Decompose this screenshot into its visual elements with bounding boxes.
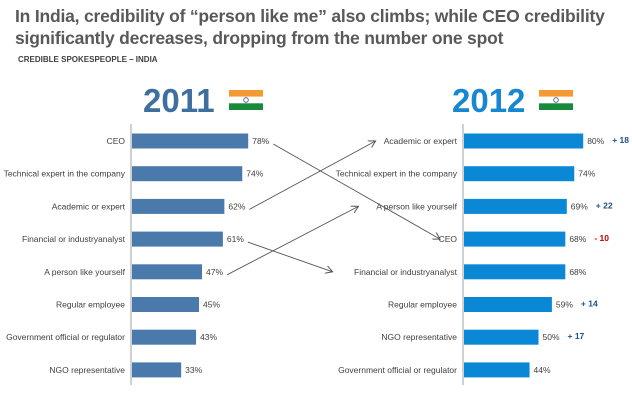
value-label: 62% — [228, 201, 245, 211]
change-label: + 14 — [581, 299, 598, 309]
category-label: CEO — [107, 136, 126, 146]
category-label: Technical expert in the company — [4, 169, 126, 179]
year-2011-heading: 2011 — [143, 82, 215, 119]
category-label: A person like yourself — [376, 201, 457, 211]
value-label: 59% — [556, 300, 573, 310]
category-label: Financial or industryanalyst — [354, 267, 458, 277]
bar — [464, 264, 566, 280]
value-label: 74% — [578, 169, 595, 179]
bar — [132, 362, 182, 378]
category-label: Academic or expert — [384, 136, 458, 146]
slide-title: In India, credibility of “person like me… — [15, 6, 605, 48]
value-label: 80% — [587, 136, 604, 146]
rank-change-arrow — [272, 143, 440, 239]
value-label: 61% — [227, 234, 244, 244]
category-label: Government official or regulator — [6, 332, 125, 342]
bar — [132, 297, 200, 312]
category-label: Government official or regulator — [338, 365, 457, 375]
value-label: 50% — [543, 332, 560, 342]
category-label: NGO representative — [49, 365, 125, 375]
category-label: NGO representative — [381, 332, 457, 342]
bar — [464, 198, 567, 214]
year-2012-heading: 2012 — [452, 82, 526, 119]
value-label: 45% — [203, 300, 220, 310]
bar — [464, 166, 575, 182]
change-label: + 18 — [612, 135, 629, 145]
bar — [132, 231, 223, 247]
category-label: A person like yourself — [44, 267, 125, 277]
category-label: Regular employee — [56, 300, 125, 310]
bar — [132, 264, 203, 280]
bar — [464, 133, 584, 149]
bar — [464, 297, 552, 312]
value-label: 43% — [200, 332, 217, 342]
value-label: 44% — [534, 365, 551, 375]
value-label: 47% — [206, 267, 223, 277]
bar — [464, 329, 539, 345]
rank-change-arrow — [249, 141, 375, 210]
value-label: 68% — [569, 267, 586, 277]
category-label: Technical expert in the company — [336, 169, 458, 179]
category-label: Regular employee — [388, 300, 457, 310]
rank-change-arrow — [247, 241, 333, 272]
bar — [132, 133, 249, 149]
change-label: + 17 — [568, 331, 585, 341]
value-label: 33% — [185, 365, 202, 375]
bar — [132, 329, 197, 345]
change-label: + 22 — [596, 200, 613, 210]
category-label: CEO — [439, 234, 458, 244]
value-label: 74% — [246, 169, 263, 179]
value-label: 69% — [571, 201, 588, 211]
bar — [464, 362, 530, 378]
category-label: Financial or industryanalyst — [22, 234, 126, 244]
india-flag-icon — [229, 90, 263, 110]
change-label: - 10 — [594, 233, 609, 243]
slide-subtitle: CREDIBLE SPOKESPEOPLE – INDIA — [18, 55, 158, 64]
value-label: 78% — [252, 136, 269, 146]
value-label: 68% — [569, 234, 586, 244]
bar — [132, 198, 225, 214]
category-label: Academic or expert — [52, 201, 126, 211]
india-flag-icon — [539, 90, 573, 110]
rank-change-arrow — [226, 206, 358, 276]
bar — [132, 166, 243, 182]
bar — [464, 231, 566, 247]
